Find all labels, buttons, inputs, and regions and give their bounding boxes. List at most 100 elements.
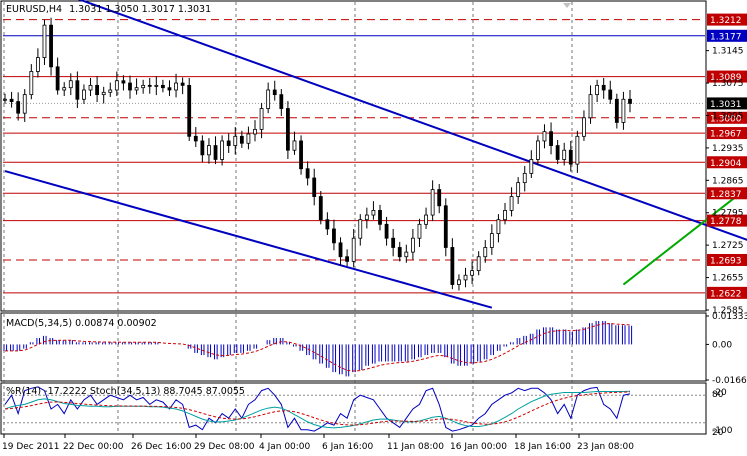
price-candle-body [384, 223, 389, 239]
price-candle-body [463, 274, 468, 281]
wpr-line [4, 386, 631, 432]
oscillator-axis: -20 -100 80 20 [712, 388, 733, 438]
price-candle-body [457, 279, 461, 285]
level-tag-label: 1.3177 [710, 32, 742, 42]
price-candle-body [285, 108, 290, 151]
channel-lower-line [4, 170, 493, 309]
price-candle-body [509, 196, 514, 211]
price-candle-body [200, 140, 205, 156]
price-candle-body [489, 233, 494, 248]
price-candle-body [174, 82, 178, 91]
macd-pane-frame[interactable] [0, 312, 707, 382]
price-candle-body [108, 89, 113, 93]
macd-tick-label: 0.00 [712, 340, 732, 350]
price-candle-body [529, 159, 534, 174]
price-candle-body [154, 84, 159, 87]
price-candle-body [239, 135, 244, 144]
price-candle-body [378, 210, 382, 225]
price-tick-label: 1.2795 [712, 209, 744, 219]
price-tick-label: 1.2585 [712, 306, 744, 316]
price-candle-body [68, 80, 73, 89]
price-candle-body [443, 205, 448, 248]
main-chart-frame[interactable] [0, 0, 707, 312]
time-axis: 19 Dec 2011 22 Dec 00:00 26 Dec 16:00 29 De… [2, 434, 634, 452]
channel-gap [204, 244, 213, 251]
price-candle-body [404, 251, 409, 258]
price-candle-body [549, 131, 553, 146]
price-candle-body [266, 89, 271, 109]
price-candle-body [417, 223, 422, 239]
price-candle-body [207, 145, 211, 156]
macd-tick-label: -0.01669 [712, 376, 747, 386]
oscillator-tick-label: -100 [712, 426, 733, 436]
level-tag-label: 1.2837 [710, 190, 742, 200]
level-tag-label: 1.2693 [710, 256, 742, 266]
price-candle-body [397, 247, 402, 258]
price-candle-body [628, 98, 632, 104]
price-candle-body [582, 117, 586, 137]
price-candle-body [213, 145, 218, 160]
oscillator-pane-frame[interactable] [0, 382, 707, 435]
level-tag [707, 187, 747, 200]
level-tag [707, 214, 747, 227]
price-candle-body [332, 228, 336, 244]
price-candle-body [226, 140, 231, 146]
price-candle-body [338, 242, 343, 258]
price-candle-body [351, 237, 356, 262]
level-tag [707, 111, 747, 124]
price-candle-body [253, 128, 257, 135]
oscillator-title: %R(14) -17.2222 Stoch(34,5,13) 88.7045 8… [6, 386, 245, 397]
oscillator-tick-label: 20 [712, 428, 724, 438]
price-tick-label: 1.3145 [712, 47, 744, 57]
time-tick-label: 6 Jan 16:00 [322, 442, 374, 452]
price-candle-body [187, 84, 192, 137]
time-grid [3, 2, 573, 434]
price-candle-body [437, 189, 442, 207]
price-candle-body [312, 177, 317, 197]
price-channel [4, 0, 747, 309]
price-candle-body [101, 91, 106, 96]
price-candle-body [16, 101, 21, 114]
current-price-tag [707, 97, 747, 110]
price-candle-body [180, 82, 185, 86]
price-candle-body [29, 71, 34, 96]
price-tick-label: 1.2725 [712, 241, 744, 251]
chart-title: EURUSD,H4 1.3031 1.3050 1.3017 1.3031 [6, 4, 211, 15]
price-tick-label: 1.2655 [712, 274, 744, 284]
price-candle-body [279, 94, 284, 109]
price-candle-body [55, 66, 60, 91]
time-tick-label: 19 Dec 2011 [2, 442, 60, 452]
price-candle-body [450, 247, 455, 285]
price-candle-body [42, 24, 47, 58]
price-candle-body [95, 84, 100, 96]
price-candle-body [568, 149, 573, 165]
price-candle-body [614, 98, 619, 123]
price-candle-body [75, 80, 80, 100]
time-tick-label: 11 Jan 08:00 [387, 442, 444, 452]
price-candle-body [608, 89, 613, 100]
price-candle-body [325, 219, 330, 230]
macd-signal-line [5, 323, 631, 372]
price-candle-body [483, 247, 488, 258]
level-tag [707, 156, 747, 169]
price-candle-body [88, 84, 93, 91]
price-candle-body [22, 94, 27, 114]
current-price-label: 1.3031 [710, 100, 742, 110]
price-candle-body [233, 135, 238, 146]
macd-tick-label: 0.01333 [712, 312, 747, 322]
oscillator-lines [3, 386, 705, 432]
macd-axis: 0.01333 0.00 -0.01669 [706, 312, 747, 386]
level-tag-label: 1.2622 [710, 289, 742, 299]
price-candle-body [121, 80, 126, 84]
price-candle-body [292, 140, 297, 151]
channel-upper-line [77, 0, 747, 241]
price-candle-body [496, 219, 501, 234]
time-tick-label: 18 Jan 16:00 [514, 442, 571, 452]
price-candle-body [410, 237, 415, 253]
price-candle-body [299, 140, 303, 170]
price-candle-body [246, 133, 251, 144]
stoch-signal-line [4, 391, 631, 426]
level-tag [707, 29, 747, 42]
